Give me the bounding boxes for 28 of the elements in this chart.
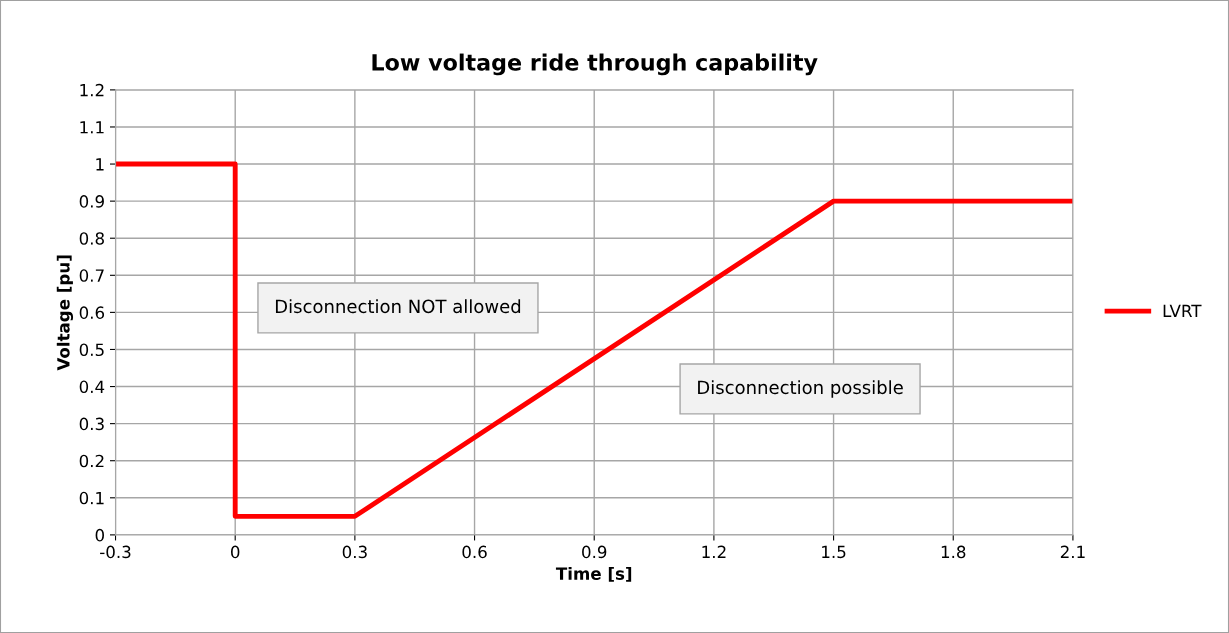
x-tick-label: 0: [231, 545, 240, 559]
y-tick-label: 0.3: [79, 417, 104, 431]
y-tick-label: 0.1: [79, 491, 104, 505]
y-axis-title: Voltage [pu]: [56, 255, 74, 371]
annotation: Disconnection possible: [698, 380, 903, 398]
y-tick-label: 1.2: [80, 83, 104, 97]
y-tick-label: 0.6: [79, 306, 105, 319]
chart-title: Low voltage ride through capability: [372, 53, 818, 76]
y-tick-label: 0.5: [79, 343, 104, 357]
x-axis-title: Time [s]: [555, 566, 632, 582]
x-tick-label: 2.1: [1060, 545, 1085, 558]
x-tick-label: 0.3: [342, 545, 367, 559]
x-tick-label: 0.6: [462, 545, 487, 559]
y-tick-label: 1: [96, 158, 104, 171]
y-tick-label: 0.7: [79, 269, 104, 282]
x-tick-label: -0.3: [100, 545, 131, 559]
x-tick-label: 1.2: [702, 545, 726, 558]
y-tick-label: 0.9: [79, 195, 104, 208]
y-tick-label: 0: [95, 528, 104, 542]
x-tick-label: 1.8: [941, 545, 966, 559]
legend-label: LVRT: [1163, 304, 1202, 317]
y-tick-label: 1.1: [80, 121, 104, 134]
y-tick-label: 0.8: [79, 232, 104, 245]
x-tick-label: 0.9: [582, 545, 607, 559]
y-tick-label: 0.4: [79, 380, 105, 394]
y-tick-label: 0.2: [79, 454, 104, 468]
annotation: Disconnection NOT allowed: [275, 299, 521, 314]
x-tick-label: 1.5: [822, 545, 846, 559]
